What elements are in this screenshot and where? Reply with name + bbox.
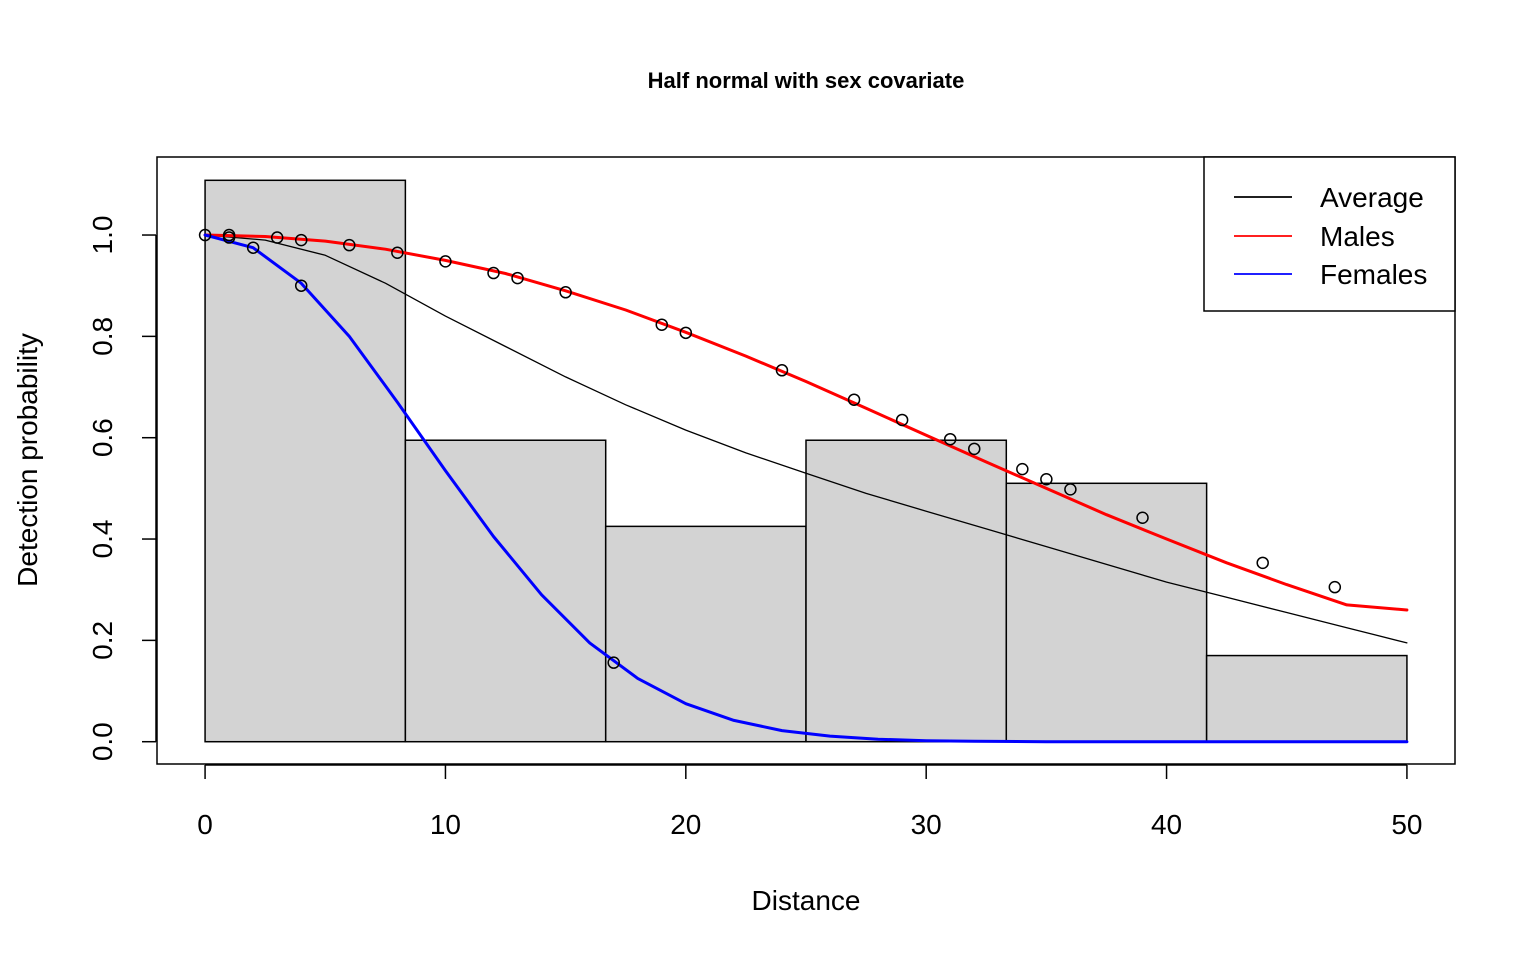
data-point <box>246 241 260 254</box>
series-line-males <box>203 233 1409 612</box>
data-point <box>679 326 693 340</box>
histogram-bar <box>204 179 407 743</box>
x-tick-label: 10 <box>430 809 461 840</box>
data-point <box>343 238 356 252</box>
x-tick-label: 0 <box>197 809 213 840</box>
data-point <box>270 231 284 244</box>
y-tick-label: 0.4 <box>87 520 118 559</box>
data-point <box>1064 483 1077 496</box>
x-tick-label: 40 <box>1151 809 1182 840</box>
data-point <box>943 432 957 446</box>
series-line-average <box>204 234 1408 644</box>
data-point <box>487 266 500 280</box>
histogram-bar <box>1205 654 1408 743</box>
x-tick-label: 50 <box>1391 809 1422 840</box>
x-tick-label: 20 <box>670 809 701 840</box>
data-point <box>1016 462 1029 476</box>
y-tick-label: 0.0 <box>87 722 118 761</box>
data-point <box>1328 580 1342 594</box>
histogram-bar <box>604 525 807 743</box>
x-axis: 0 10 20 30 40 50 <box>197 764 1423 840</box>
lines-layer <box>203 233 1409 744</box>
x-axis-label: Distance <box>752 885 861 916</box>
data-point <box>655 318 669 331</box>
series-line-females <box>203 233 1409 744</box>
data-point <box>559 286 572 299</box>
plot-frame <box>156 156 1456 765</box>
data-point <box>607 656 620 669</box>
y-tick-label: 0.8 <box>87 317 118 356</box>
y-tick-label: 0.2 <box>87 621 118 660</box>
x-tick-label: 30 <box>911 809 942 840</box>
legend-label: Males <box>1320 221 1395 252</box>
legend-label: Females <box>1320 259 1427 290</box>
points-layer <box>198 228 1342 669</box>
legend-box <box>1203 156 1456 312</box>
data-point <box>294 279 308 292</box>
histogram-bar <box>1005 482 1208 743</box>
data-point <box>895 413 909 427</box>
data-point <box>391 246 404 260</box>
data-point <box>511 271 524 285</box>
histogram-bar <box>805 439 1008 743</box>
y-tick-label: 0.6 <box>87 418 118 457</box>
data-point <box>439 255 452 268</box>
data-point <box>198 228 212 242</box>
y-tick-label: 1.0 <box>87 216 118 255</box>
data-point <box>222 231 236 244</box>
data-point <box>1040 472 1053 486</box>
legend-label: Average <box>1320 182 1424 213</box>
data-point <box>775 364 789 377</box>
data-point <box>1256 556 1269 570</box>
y-axis: 0.0 0.2 0.4 0.6 0.8 1.0 <box>87 216 157 761</box>
data-point <box>294 233 308 247</box>
legend: Average Males Females <box>1203 156 1456 312</box>
y-axis-label: Detection probability <box>12 333 43 587</box>
data-point <box>968 442 981 456</box>
data-point <box>1136 511 1149 525</box>
histogram-bar <box>404 439 607 743</box>
histogram-layer <box>204 179 1408 743</box>
data-point <box>847 393 861 406</box>
chart-title: Half normal with sex covariate <box>648 68 965 93</box>
